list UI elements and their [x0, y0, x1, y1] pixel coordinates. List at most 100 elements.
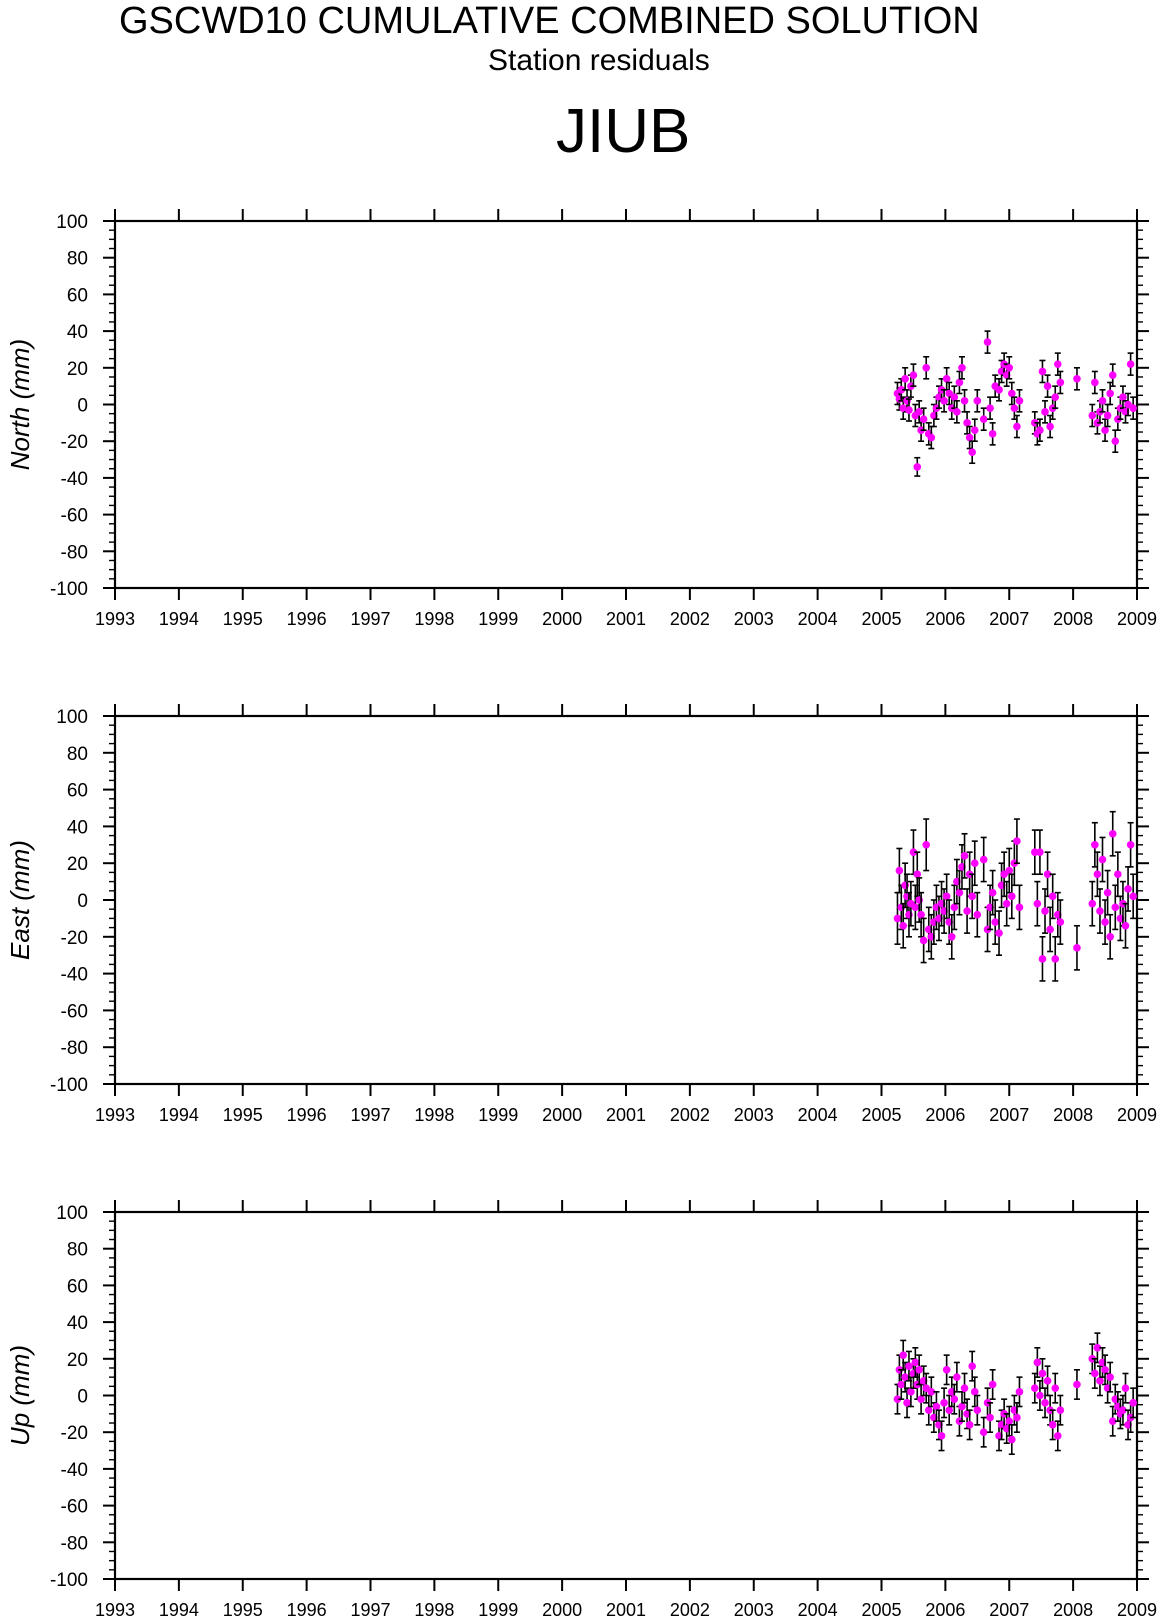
data-point [905, 398, 913, 422]
data-point [1106, 1361, 1114, 1393]
marker [919, 415, 928, 423]
marker [1048, 1421, 1057, 1429]
marker [1093, 1343, 1102, 1352]
marker [1051, 1384, 1060, 1392]
marker [1008, 1435, 1016, 1444]
x-tick-label: 2000 [542, 609, 582, 629]
data-point [1041, 400, 1049, 424]
data-point [919, 917, 928, 964]
data-point [1098, 389, 1107, 413]
marker [913, 463, 922, 471]
plot-frame [113, 219, 1139, 590]
y-tick-label: 20 [67, 1350, 88, 1371]
marker [1013, 837, 1021, 845]
marker [988, 888, 997, 897]
x-tick-label: 1998 [414, 609, 454, 629]
y-tick-label: 40 [67, 1313, 88, 1334]
data-point [1033, 1346, 1042, 1378]
data-point [1101, 899, 1109, 945]
marker [1013, 422, 1021, 431]
data-point [1015, 884, 1024, 931]
marker [913, 870, 922, 879]
marker [1008, 389, 1016, 398]
marker [1005, 866, 1014, 875]
marker [893, 1395, 902, 1403]
marker [917, 1395, 925, 1403]
data-point [1129, 873, 1137, 920]
x-tick-label: 1993 [95, 1105, 135, 1125]
y-tick-label: -100 [50, 1075, 88, 1096]
marker [968, 1362, 977, 1370]
y-tick-label: 100 [56, 212, 88, 233]
marker [1091, 841, 1099, 849]
data-point [970, 418, 979, 443]
marker [1036, 848, 1044, 856]
data-point [986, 1402, 994, 1433]
y-axis-label: East (mm) [5, 840, 35, 960]
data-point [995, 910, 1003, 957]
x-tick-label: 1999 [478, 1105, 518, 1125]
data-point [1088, 880, 1097, 927]
data-point [1111, 429, 1120, 454]
data-point [1048, 873, 1057, 920]
x-tick-label: 2008 [1053, 1105, 1093, 1125]
data-point [968, 873, 977, 920]
x-tick-label: 2004 [798, 609, 838, 629]
data-point [965, 1409, 974, 1441]
x-tick-label: 1993 [95, 609, 135, 629]
marker [1101, 918, 1109, 926]
marker [1103, 888, 1112, 897]
y-tick-label: -20 [61, 432, 88, 453]
y-tick-label: 40 [67, 322, 88, 343]
data-point [1091, 370, 1099, 395]
marker [1043, 1377, 1052, 1385]
page-title: GSCWD10 CUMULATIVE COMBINED SOLUTION [119, 0, 980, 42]
marker [988, 1380, 997, 1389]
data-point [1038, 359, 1047, 384]
marker [1121, 921, 1130, 930]
marker [1124, 885, 1132, 893]
marker [955, 888, 964, 897]
marker [973, 1406, 982, 1414]
x-tick-label: 1998 [414, 1105, 454, 1125]
data-point [942, 873, 951, 920]
y-tick-label: -40 [61, 965, 88, 986]
page-subtitle: Station residuals [488, 44, 710, 77]
data-point [1121, 1372, 1130, 1404]
y-tick-label: 60 [67, 781, 88, 802]
x-tick-label: 2003 [734, 1600, 774, 1620]
marker [917, 910, 925, 919]
marker [1056, 918, 1065, 926]
y-tick-label: 0 [77, 891, 88, 912]
marker [1073, 944, 1081, 952]
data-point [1088, 403, 1097, 428]
marker [963, 907, 971, 915]
marker [1103, 411, 1112, 420]
data-point [988, 422, 997, 446]
x-tick-label: 2006 [925, 609, 965, 629]
data-point [986, 396, 994, 420]
marker [973, 910, 982, 919]
x-tick-label: 2002 [670, 609, 710, 629]
x-tick-label: 2003 [734, 1105, 774, 1125]
marker [1111, 437, 1120, 446]
data-point [1108, 810, 1117, 857]
data-point [909, 829, 918, 876]
marker [1129, 892, 1137, 901]
marker [897, 1380, 906, 1389]
x-tick-label: 1997 [350, 1105, 390, 1125]
y-tick-label: -40 [61, 469, 88, 490]
marker [968, 892, 977, 901]
marker [897, 386, 906, 394]
data-point [893, 891, 902, 945]
y-tick-label: 80 [67, 744, 88, 765]
y-tick-label: -100 [50, 1570, 88, 1591]
data-point [1106, 913, 1114, 960]
marker [899, 404, 908, 412]
marker [1053, 1432, 1062, 1440]
x-tick-label: 2005 [861, 1105, 901, 1125]
marker [1073, 375, 1081, 383]
x-tick-label: 2009 [1117, 609, 1157, 629]
marker [973, 397, 982, 405]
y-tick-label: 80 [67, 249, 88, 270]
